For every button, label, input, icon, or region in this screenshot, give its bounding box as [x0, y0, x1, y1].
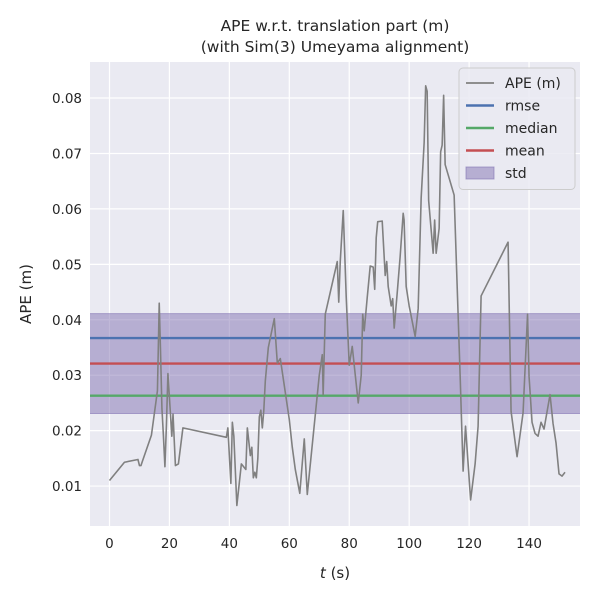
ape-series-line — [108, 85, 566, 507]
legend-label-std: std — [505, 166, 527, 182]
legend-label-median: median — [505, 121, 557, 137]
y-tick-label: 0.05 — [52, 257, 82, 273]
y-tick-label: 0.07 — [52, 146, 82, 162]
x-tick-label: 140 — [516, 536, 542, 552]
x-axis-label-unit: (s) — [326, 564, 350, 582]
y-tick-labels: 0.01 0.02 0.03 0.04 0.05 0.06 0.07 0.08 — [52, 91, 82, 495]
y-tick-label: 0.06 — [52, 202, 82, 218]
y-tick-label: 0.08 — [52, 91, 82, 107]
y-axis-label: APE (m) — [17, 264, 35, 324]
x-tick-label: 60 — [281, 536, 298, 552]
x-axis-label-var: t — [320, 564, 327, 582]
x-tick-label: 40 — [221, 536, 238, 552]
legend-label-mean: mean — [505, 144, 545, 160]
y-tick-label: 0.01 — [52, 479, 82, 495]
y-tick-label: 0.03 — [52, 368, 82, 384]
chart-subtitle: (with Sim(3) Umeyama alignment) — [201, 38, 470, 56]
legend: APE (m) rmse median mean std — [458, 67, 576, 190]
x-tick-label: 20 — [161, 536, 178, 552]
x-axis-label: t (s) — [320, 564, 350, 582]
x-tick-label: 100 — [396, 536, 422, 552]
y-tick-label: 0.02 — [52, 424, 82, 440]
chart-title: APE w.r.t. translation part (m) — [221, 17, 450, 35]
x-tick-label: 80 — [341, 536, 358, 552]
legend-swatch-std — [465, 166, 495, 180]
x-tick-labels: 0 20 40 60 80 100 120 140 — [105, 536, 542, 552]
y-tick-label: 0.04 — [52, 313, 82, 329]
x-tick-label: 0 — [105, 536, 114, 552]
legend-label-ape: APE (m) — [505, 76, 561, 92]
x-tick-label: 120 — [456, 536, 482, 552]
legend-box — [458, 67, 576, 190]
legend-label-rmse: rmse — [505, 99, 540, 115]
